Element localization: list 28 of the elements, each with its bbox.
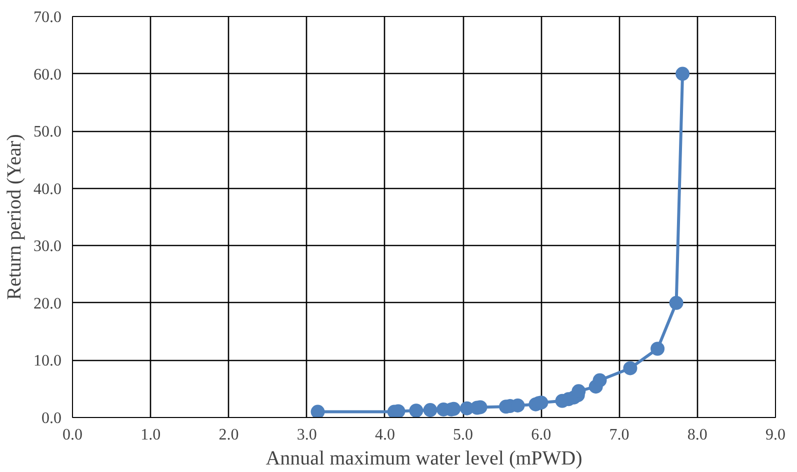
- x-tick-label: 3.0: [296, 426, 317, 444]
- point: [650, 342, 665, 356]
- point: [676, 66, 690, 81]
- x-tick-label: 5.0: [453, 426, 474, 444]
- x-tick-label: 9.0: [766, 426, 786, 444]
- x-axis-title: Annual maximum water level (mPWD): [266, 448, 582, 470]
- y-tick-label: 70.0: [34, 9, 62, 26]
- x-tick-label: 0.0: [62, 426, 82, 444]
- y-tick-label: 50.0: [34, 124, 62, 141]
- point: [592, 373, 607, 388]
- x-tick-label: 6.0: [531, 426, 552, 444]
- x-tick-label: 1.0: [140, 426, 161, 444]
- x-tick-label: 2.0: [218, 426, 239, 444]
- y-tick-label: 40.0: [34, 180, 62, 198]
- x-tick-label: 7.0: [609, 426, 630, 444]
- y-tick-label: 30.0: [34, 238, 62, 256]
- x-tick-label: 4.0: [374, 426, 395, 444]
- point: [623, 361, 638, 376]
- y-tick-label: 60.0: [34, 66, 62, 84]
- y-axis-title: Return period (Year): [4, 134, 26, 300]
- y-tick-label: 20.0: [34, 295, 62, 312]
- y-tick-label: 10.0: [34, 352, 62, 370]
- point: [669, 296, 684, 310]
- y-tick-label: 0.0: [42, 410, 62, 427]
- point: [409, 404, 424, 418]
- x-tick-label: 8.0: [687, 426, 708, 444]
- point: [310, 404, 325, 418]
- point: [423, 403, 438, 418]
